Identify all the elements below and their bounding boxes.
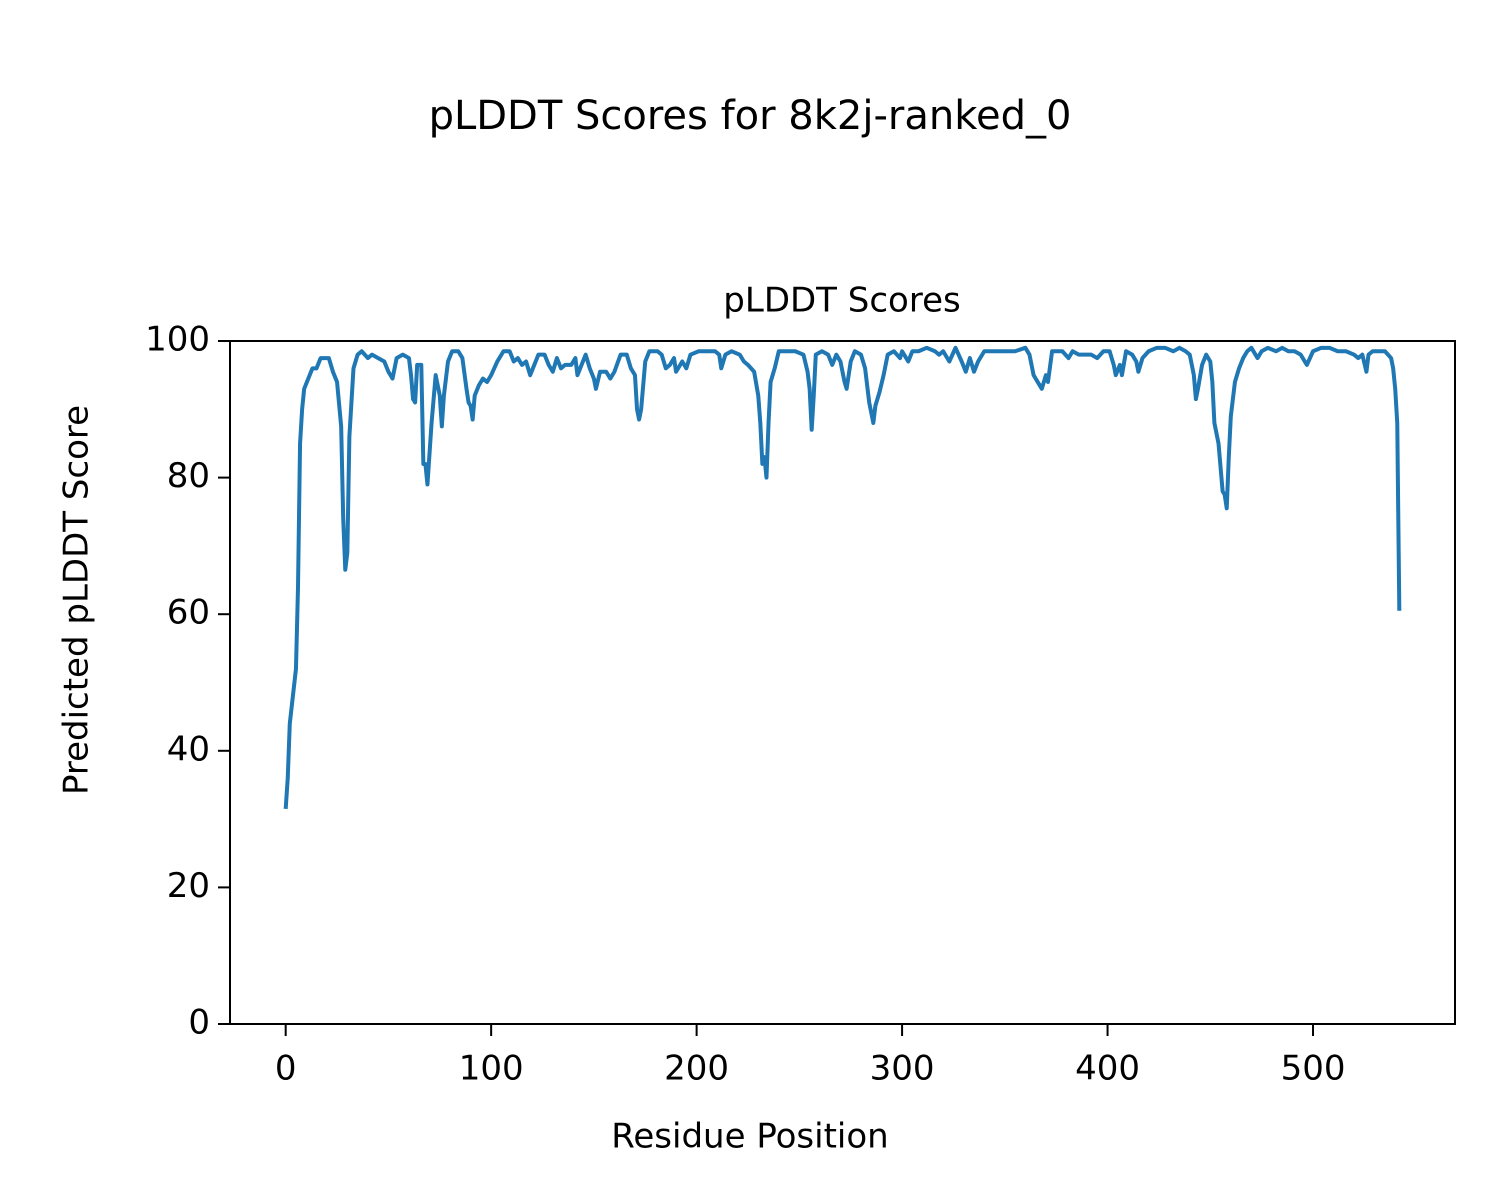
x-tick-label: 300 bbox=[870, 1049, 935, 1089]
y-tick-label: 20 bbox=[167, 866, 210, 906]
data-line bbox=[283, 345, 1402, 809]
y-tick-label: 0 bbox=[188, 1003, 210, 1043]
x-tick-label: 100 bbox=[459, 1049, 524, 1089]
x-tick-label: 0 bbox=[275, 1049, 297, 1089]
chart-subtitle: pLDDT Scores bbox=[723, 281, 960, 321]
y-tick-label: 80 bbox=[167, 456, 210, 496]
x-axis-label: Residue Position bbox=[611, 1117, 888, 1157]
x-tick-label: 500 bbox=[1281, 1049, 1346, 1089]
x-tick-label: 200 bbox=[664, 1049, 729, 1089]
y-tick-label: 100 bbox=[145, 320, 210, 360]
chart-title: pLDDT Scores for 8k2j-ranked_0 bbox=[429, 93, 1072, 139]
y-axis-label: Predicted pLDDT Score bbox=[57, 405, 97, 795]
axes-frame bbox=[229, 340, 1456, 1025]
y-tick-label: 40 bbox=[167, 729, 210, 769]
y-tick-label: 60 bbox=[167, 593, 210, 633]
x-tick-label: 400 bbox=[1075, 1049, 1140, 1089]
